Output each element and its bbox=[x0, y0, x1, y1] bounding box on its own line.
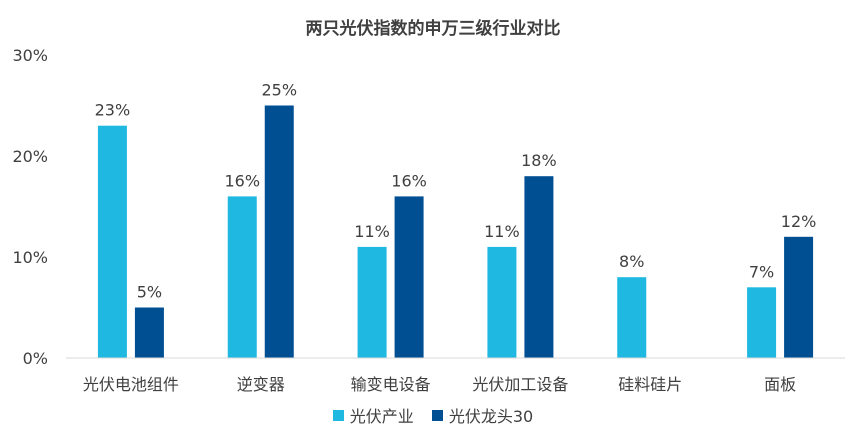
x-tick-label: 硅料硅片 bbox=[618, 375, 682, 394]
chart-title: 两只光伏指数的申万三级行业对比 bbox=[305, 19, 561, 39]
data-label-series-1: 7% bbox=[749, 262, 774, 281]
data-label-series-1: 11% bbox=[484, 222, 520, 241]
bar-series-1 bbox=[227, 196, 257, 358]
legend-label-series-2: 光伏龙头30 bbox=[448, 407, 534, 426]
data-label-series-1: 11% bbox=[354, 222, 390, 241]
data-label-series-1: 23% bbox=[95, 101, 131, 120]
y-tick-label: 10% bbox=[12, 248, 48, 267]
data-label-series-1: 8% bbox=[619, 252, 644, 271]
legend-item-series-2: 光伏龙头30 bbox=[431, 403, 534, 427]
y-tick-label: 20% bbox=[12, 147, 48, 166]
y-tick-label: 30% bbox=[12, 46, 48, 65]
bar-series-2 bbox=[524, 176, 554, 358]
data-label-series-2: 16% bbox=[391, 171, 427, 190]
bar-series-2 bbox=[784, 236, 814, 358]
x-tick-label: 光伏电池组件 bbox=[83, 375, 179, 394]
legend-swatch-series-2 bbox=[431, 409, 443, 421]
bar-series-2 bbox=[264, 105, 294, 358]
bar-series-2 bbox=[394, 196, 424, 358]
x-tick-label: 输变电设备 bbox=[351, 375, 431, 394]
legend-swatch-series-1 bbox=[332, 409, 344, 421]
x-tick-label: 逆变器 bbox=[237, 375, 285, 394]
legend-item-series-1: 光伏产业 bbox=[332, 403, 414, 427]
data-label-series-2: 18% bbox=[521, 151, 557, 170]
data-label-series-1: 16% bbox=[224, 171, 260, 190]
data-label-series-2: 12% bbox=[781, 212, 817, 231]
bar-series-2 bbox=[134, 307, 164, 358]
legend: 光伏产业 光伏龙头30 bbox=[0, 404, 866, 426]
x-tick-label: 光伏加工设备 bbox=[472, 375, 568, 394]
x-tick-label: 面板 bbox=[764, 375, 796, 394]
bar-series-1 bbox=[747, 287, 777, 358]
data-label-series-2: 25% bbox=[261, 81, 297, 100]
bar-series-1 bbox=[487, 246, 517, 358]
bar-series-1 bbox=[617, 277, 647, 358]
y-tick-label: 0% bbox=[23, 349, 48, 368]
data-label-series-2: 5% bbox=[137, 283, 162, 302]
bar-series-1 bbox=[97, 125, 127, 358]
legend-label-series-1: 光伏产业 bbox=[349, 407, 414, 426]
bar-series-1 bbox=[357, 246, 387, 358]
